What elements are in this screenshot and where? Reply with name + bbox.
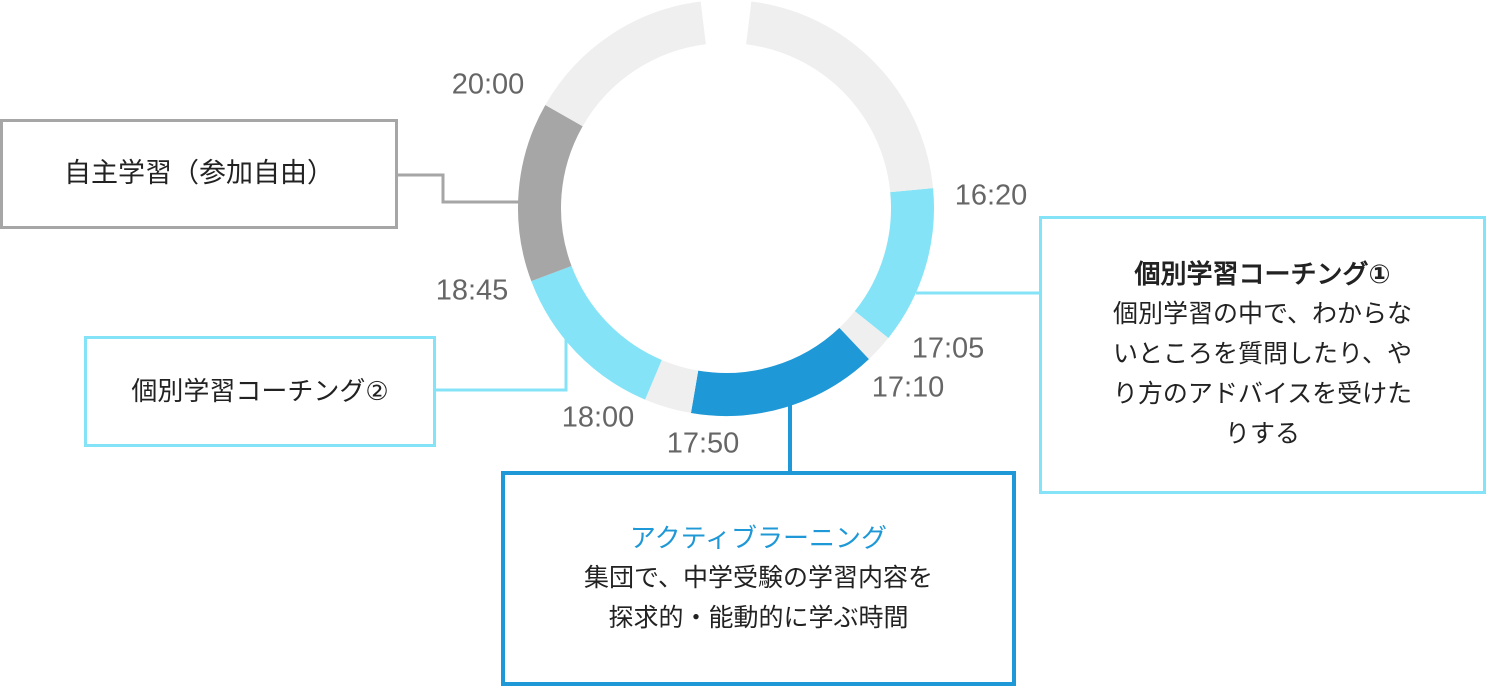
ring-segment-free [645,359,699,414]
ring-segment-active-learning [690,327,869,416]
ring-segment-free [545,1,707,127]
self-study-box: 自主学習（参加自由） [0,119,398,229]
coaching1-desc-line: 個別学習の中で、わからな [1112,299,1412,328]
ring-segment-free [839,310,889,360]
ring-segment-free [745,1,934,193]
active-learning-desc-line: 集団で、中学受験の学習内容を [583,562,933,592]
coaching1-desc-line: いところを質問したり、や [1112,339,1412,368]
time-label-1705: 17:05 [911,332,985,365]
coaching1-desc-line: り方のアドバイスを受けた [1112,379,1413,408]
coaching1-desc-line: りする [1224,419,1300,448]
self-study-title: 自主学習（参加自由） [64,158,334,189]
active-learning-desc-line: 探求的・能動的に学ぶ時間 [608,602,909,632]
coaching1-title: 個別学習コーチング① [1134,260,1391,290]
time-label-1845: 18:45 [435,274,509,307]
time-label-1620: 16:20 [954,179,1028,212]
time-label-1710: 17:10 [871,371,945,404]
connector-self-study [397,173,520,204]
active-learning-title: アクティブラーニング [629,523,888,554]
time-label-1750: 17:50 [666,427,740,460]
connector-coaching2 [435,334,568,392]
ring-segment-self-study [518,104,583,282]
coaching2-title: 個別学習コーチング② [131,376,389,407]
time-label-2000: 20:00 [451,68,525,101]
ring-segment-coaching [854,188,934,339]
coaching2-box: 個別学習コーチング② [84,336,436,447]
coaching1-box: 個別学習コーチング① 個別学習の中で、わからな いところを質問したり、や り方の… [1039,216,1486,494]
active-learning-box: アクティブラーニング 集団で、中学受験の学習内容を 探求的・能動的に学ぶ時間 [501,471,1016,686]
ring-segment-coaching [531,265,663,400]
time-label-1800: 18:00 [561,401,635,434]
connector-lines [397,173,1040,472]
